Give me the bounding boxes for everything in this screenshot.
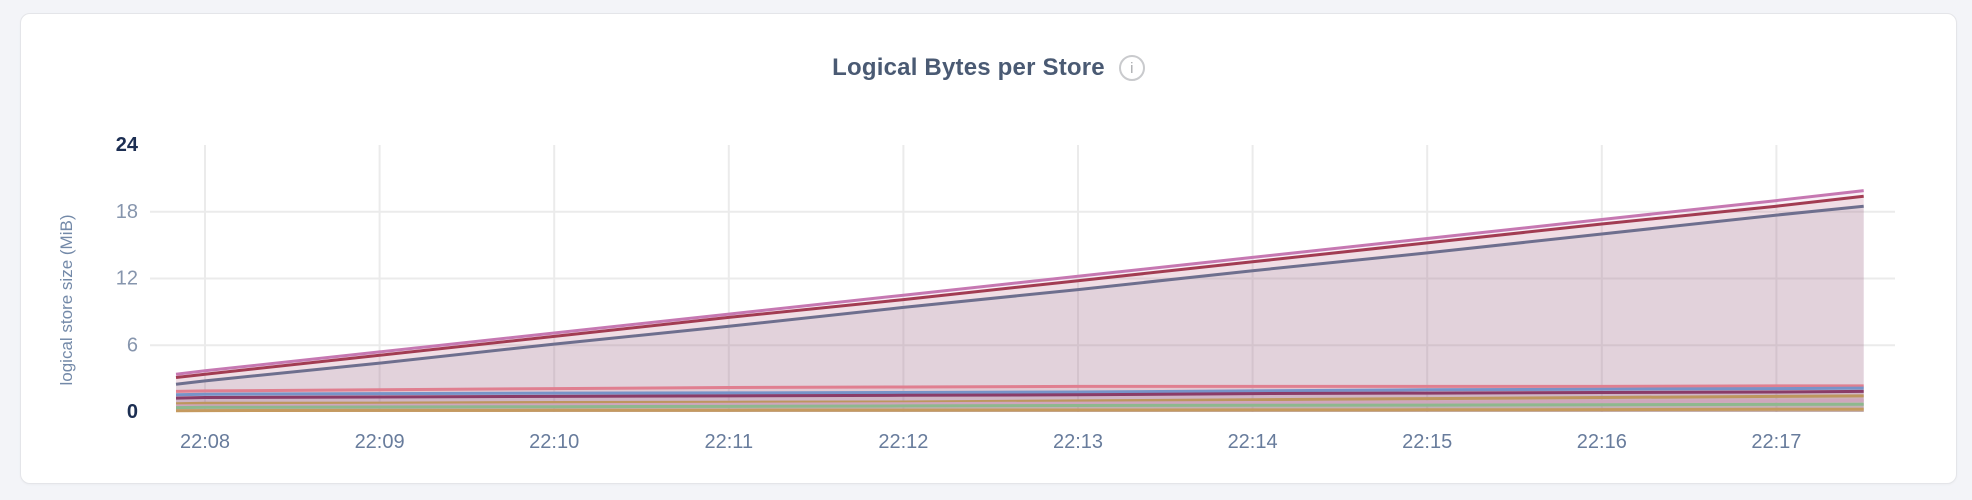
x-tick-label: 22:12	[878, 431, 928, 453]
y-axis-ticks: 0 6 12 18 24	[116, 134, 139, 423]
chart-header: Logical Bytes per Store i	[21, 54, 1956, 82]
area-series-1-pink	[176, 190, 1864, 412]
x-tick-label: 22:16	[1577, 431, 1627, 453]
y-tick-label: 18	[116, 201, 138, 223]
area-series-3-slate	[176, 206, 1864, 412]
line-series-6-wine	[175, 389, 1864, 400]
x-tick-label: 22:11	[705, 431, 754, 453]
line-series-9-green	[175, 402, 1864, 410]
x-tick-label: 22:13	[1053, 431, 1103, 453]
line-series-2-maroon	[175, 194, 1864, 379]
y-tick-label: 0	[127, 401, 138, 423]
chart-title: Logical Bytes per Store	[832, 54, 1105, 81]
gridlines	[150, 145, 1895, 412]
x-tick-label: 22:09	[355, 431, 405, 453]
info-icon[interactable]: i	[1118, 55, 1145, 81]
y-tick-label: 6	[127, 334, 138, 356]
line-series-5-blue	[175, 386, 1864, 397]
series-lines	[175, 189, 1864, 413]
x-tick-label: 22:15	[1402, 431, 1452, 453]
x-tick-label: 22:17	[1751, 431, 1801, 453]
y-tick-label: 24	[116, 134, 139, 156]
line-series-3-slate	[175, 204, 1864, 386]
x-tick-label: 22:10	[529, 431, 579, 453]
line-series-7-tan	[175, 394, 1864, 406]
line-series-1-pink	[175, 189, 1864, 376]
line-series-4-salmon	[175, 384, 1864, 393]
line-series-10-bronze	[175, 407, 1864, 413]
y-tick-label: 12	[116, 268, 138, 290]
line-series-8-mauve	[175, 398, 1864, 408]
x-tick-label: 22:14	[1228, 431, 1278, 453]
x-axis-ticks: 22:08 22:09 22:10 22:11 22:12 22:13 22:14 22:15…	[180, 431, 1801, 453]
x-tick-label: 22:08	[180, 431, 230, 453]
